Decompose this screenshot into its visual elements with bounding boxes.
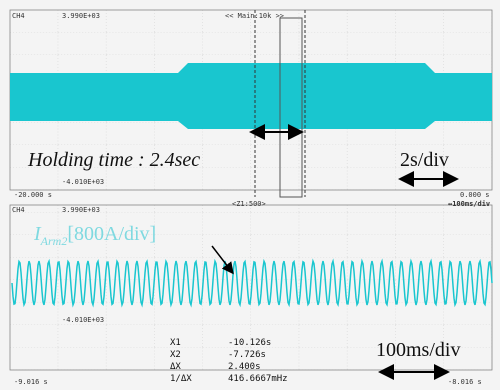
annotation: Holding time : 2.4sec (27, 149, 200, 171)
cursor-value: 416.6667mHz (228, 374, 288, 384)
bottom-value: -4.010E+03 (62, 316, 104, 324)
label-sub: Arm2 (40, 234, 68, 248)
cursor-name: X2 (170, 350, 181, 360)
x-start: -20.000 s (14, 191, 52, 199)
scope-screenshot: CH4 3.990E+03 << Main:10k >> -4.010E+03 … (0, 0, 500, 390)
zoom: << Main:10k >> (225, 12, 284, 20)
top-value: 3.990E+03 (62, 206, 100, 214)
cursor-value: -7.726s (228, 350, 266, 360)
bottom-value: -4.010E+03 (62, 178, 104, 186)
cursor-name: 1/ΔX (170, 374, 192, 384)
x-end: 0.000 s (460, 191, 490, 199)
zoom: <Z1:500> (232, 200, 266, 208)
cursor-name: X1 (170, 338, 181, 348)
cursor-value: 2.400s (228, 362, 261, 372)
cursor-name: ΔX (170, 362, 181, 372)
scale-top: ↔100ms/div (448, 200, 490, 208)
label-rest: [800A/div] (67, 223, 156, 245)
scale: 2s/div (400, 149, 449, 171)
x-start: -9.016 s (14, 378, 48, 386)
cursor-value: -10.126s (228, 338, 271, 348)
x-end: -8.016 s (448, 378, 482, 386)
channel: CH4 (12, 206, 25, 214)
scale: 100ms/div (376, 339, 460, 361)
channel: CH4 (12, 12, 25, 20)
top-value: 3.990E+03 (62, 12, 100, 20)
